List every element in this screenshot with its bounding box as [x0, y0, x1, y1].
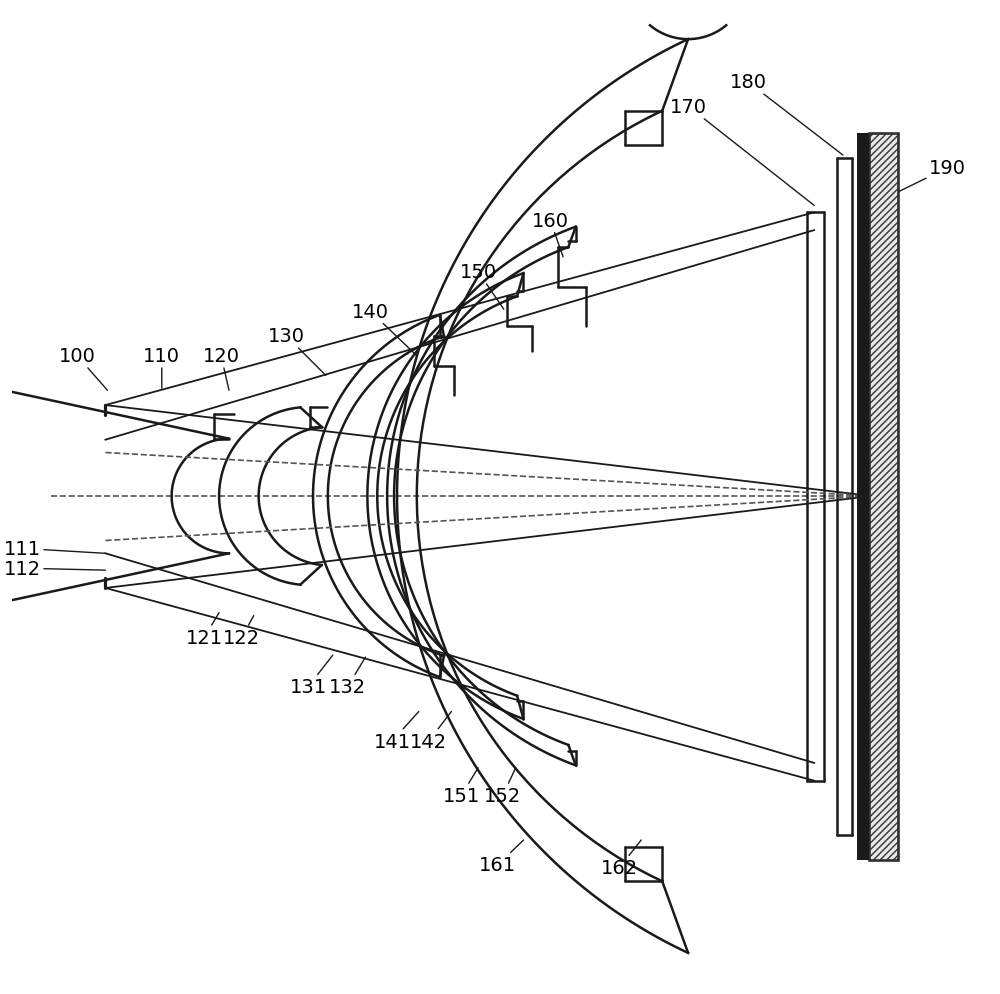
Text: 122: 122 [223, 616, 260, 647]
Text: 130: 130 [268, 327, 326, 376]
Text: 111: 111 [4, 540, 105, 559]
Text: 151: 151 [443, 768, 480, 805]
Text: 152: 152 [484, 768, 521, 805]
Text: 100: 100 [59, 347, 107, 391]
Text: 160: 160 [532, 212, 569, 257]
Text: 142: 142 [410, 712, 451, 750]
Text: 190: 190 [876, 159, 966, 203]
Bar [869, 134, 898, 860]
Text: 112: 112 [4, 559, 105, 579]
Text: 141: 141 [374, 712, 419, 750]
Bar [857, 134, 869, 860]
Text: 131: 131 [290, 655, 333, 697]
Text: 120: 120 [203, 347, 240, 391]
Bar [869, 134, 898, 860]
Text: 121: 121 [186, 613, 223, 647]
Text: 180: 180 [729, 74, 843, 156]
Text: 132: 132 [329, 657, 366, 697]
Text: 162: 162 [601, 840, 641, 878]
Text: 170: 170 [670, 98, 814, 206]
Text: 110: 110 [143, 347, 180, 389]
Text: 140: 140 [352, 302, 417, 356]
Text: 161: 161 [479, 840, 524, 875]
Text: 150: 150 [460, 262, 504, 310]
